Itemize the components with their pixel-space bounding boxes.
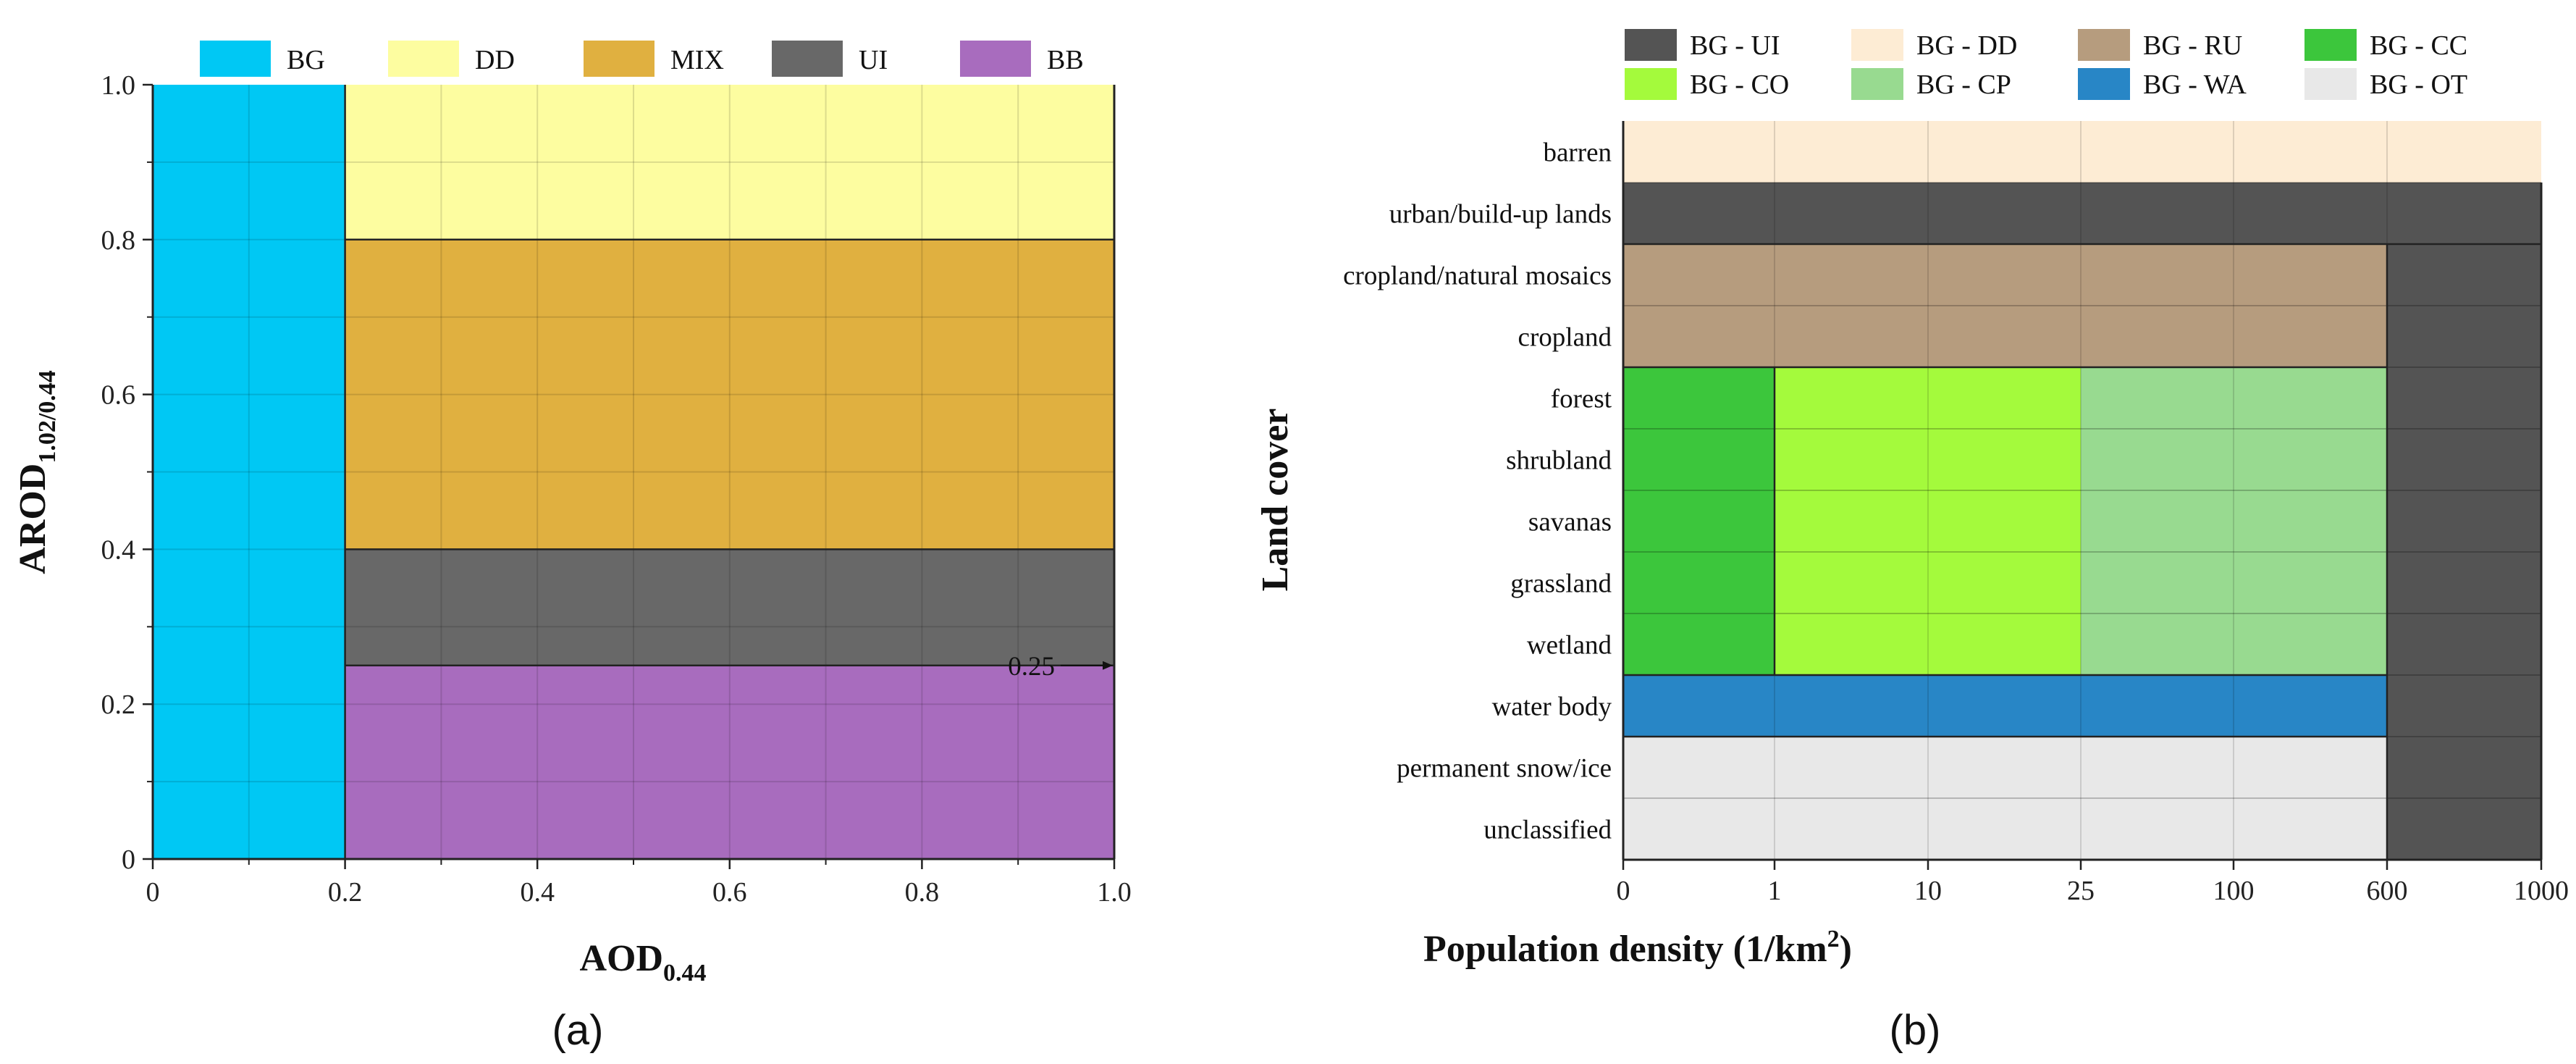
region-ui: [345, 549, 1115, 666]
legend-label-mix: MIX: [670, 45, 724, 75]
region-dd: [345, 85, 1115, 240]
region-cell: [1623, 675, 2387, 737]
panel-b-label: (b): [1890, 1007, 1941, 1054]
row-label: shrubland: [1506, 446, 1612, 476]
legend-swatch-mix: [584, 41, 654, 77]
legend-label: BG - UI: [1690, 30, 1780, 61]
row-label: cropland/natural mosaics: [1343, 261, 1612, 291]
panel-b-chart: BG - UI BG - DD BG - RU BG - CC BG - CO BG - …: [1255, 29, 2569, 1054]
panel-b-x-axis-title: Population density (1/km2): [1423, 926, 1852, 970]
y-tick-label: 0: [122, 845, 135, 875]
legend-swatch: [2304, 29, 2357, 61]
panel-a-annotation: 0.25: [1008, 652, 1113, 682]
region-cell: [1623, 244, 2387, 367]
region-cell: [1775, 367, 2081, 675]
legend-swatch-dd: [388, 41, 459, 77]
panel-b-axes: [1622, 121, 2543, 861]
y-tick-label: 0.6: [101, 380, 136, 411]
legend-swatch: [2304, 68, 2357, 100]
panel-b-row-labels: barren urban/build-up lands cropland/natur…: [1343, 138, 1612, 845]
y-tick-label: 1.0: [101, 70, 136, 101]
x-tick-label: 600: [2367, 876, 2408, 906]
region-cell: [1623, 121, 2541, 183]
panel-a-label: (a): [552, 1007, 604, 1054]
y-tick-label: 0.4: [101, 535, 136, 565]
region-cell: [2387, 244, 2541, 860]
x-tick-label: 0: [146, 877, 160, 908]
x-tick-label: 1: [1768, 876, 1782, 906]
panel-a-chart: BG DD MIX UI BB 0 0.2 0.4 0.6 0.8 1.0 00.20.40.60…: [12, 41, 1132, 1054]
annotation-label: 0.25: [1008, 652, 1055, 682]
panel-a-legend: BG DD MIX UI BB: [200, 41, 1084, 77]
panel-a-x-ticks: 0 0.2 0.4 0.6 0.8 1.0: [146, 859, 1132, 908]
legend-swatch: [1851, 29, 1903, 61]
region-cell: [1623, 367, 1775, 675]
y-tick-label: 0.2: [101, 690, 136, 720]
x-tick-label: 1000: [2514, 876, 2569, 906]
legend-label-dd: DD: [475, 45, 515, 75]
legend-swatch: [1851, 68, 1903, 100]
legend-swatch-bg: [200, 41, 271, 77]
panel-a-y-ticks: 0 0.2 0.4 0.6 0.8 1.0: [101, 70, 153, 875]
row-label: grassland: [1510, 569, 1612, 599]
legend-label: BG - RU: [2143, 30, 2242, 61]
legend-label: BG - DD: [1916, 30, 2017, 61]
panel-b-regions: [1623, 121, 2541, 860]
panel-b-y-axis-title: Land cover: [1255, 409, 1296, 592]
region-mix: [345, 239, 1115, 550]
region-bb: [345, 665, 1115, 859]
legend-label-ui: UI: [859, 45, 888, 75]
legend-label: BG - CC: [2370, 30, 2467, 61]
y-tick-label: 0.8: [101, 225, 136, 256]
legend-label: BG - WA: [2143, 70, 2247, 100]
row-label: wetland: [1527, 631, 1612, 661]
row-label: water body: [1492, 692, 1612, 722]
legend-label: BG - CO: [1690, 70, 1789, 100]
region-cell: [1623, 737, 2387, 860]
panel-b-x-ticks: 0 1 10 25 100 600 1000: [1617, 860, 2569, 906]
region-cell: [1623, 183, 2541, 244]
x-tick-label: 1.0: [1097, 877, 1132, 908]
panel-a-y-axis-title: AROD1.02/0.44: [12, 370, 61, 574]
panel-a-x-axis-title: AOD0.44: [579, 938, 706, 986]
region-bg: [153, 85, 345, 859]
legend-swatch: [2078, 68, 2130, 100]
row-label: urban/build-up lands: [1389, 200, 1612, 230]
x-tick-label: 0.4: [520, 877, 555, 908]
panel-b-grid: [1623, 121, 2541, 860]
legend-label-bb: BB: [1047, 45, 1084, 75]
legend-swatch-bb: [960, 41, 1031, 77]
row-label: barren: [1544, 138, 1612, 168]
panel-b-legend: BG - UI BG - DD BG - RU BG - CC BG - CO BG - …: [1625, 29, 2467, 100]
legend-label: BG - CP: [1916, 70, 2011, 100]
annotation-arrowhead: [1103, 661, 1113, 670]
x-tick-label: 0: [1617, 876, 1630, 906]
legend-swatch: [1625, 68, 1677, 100]
legend-label-bg: BG: [287, 45, 325, 75]
region-cell: [2081, 367, 2387, 675]
x-tick-label: 100: [2213, 876, 2255, 906]
x-tick-label: 0.2: [328, 877, 363, 908]
x-tick-label: 0.6: [712, 877, 747, 908]
panel-a-regions: [153, 85, 1115, 859]
legend-label: BG - OT: [2370, 70, 2467, 100]
panel-a-grid: [153, 85, 1114, 859]
row-label: permanent snow/ice: [1397, 754, 1612, 784]
row-label: savanas: [1528, 508, 1612, 537]
x-tick-label: 25: [2067, 876, 2095, 906]
legend-swatch: [1625, 29, 1677, 61]
x-tick-label: 0.8: [905, 877, 940, 908]
legend-swatch: [2078, 29, 2130, 61]
row-label: unclassified: [1483, 816, 1612, 845]
row-label: forest: [1551, 385, 1612, 414]
row-label: cropland: [1518, 323, 1612, 353]
x-tick-label: 10: [1914, 876, 1942, 906]
legend-swatch-ui: [772, 41, 843, 77]
